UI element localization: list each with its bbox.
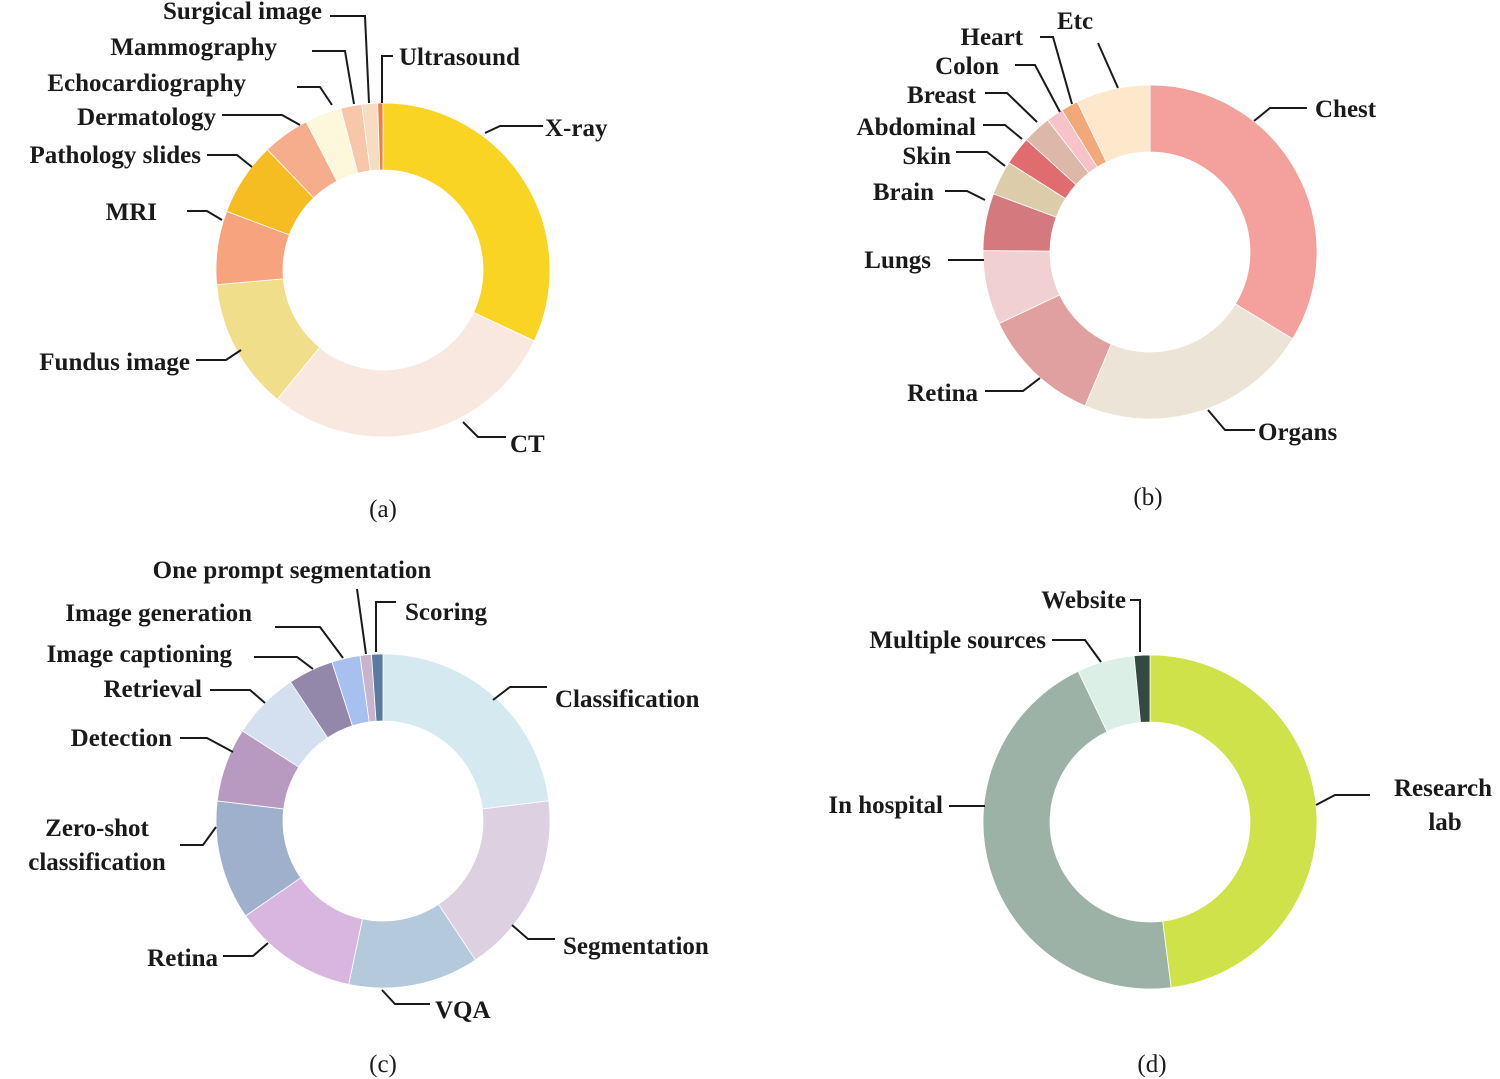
slice-label-etc: Etc [1057,8,1093,35]
slice-scoring [371,653,384,722]
leader-line-echocardiography [297,86,333,106]
leader-line-mri [187,210,223,221]
donut-chart-c: Classification Segmentation VQA Retina Zero-… [28,557,709,1078]
slice-organs [1084,303,1294,420]
leader-line-image-captioning [254,656,314,670]
leader-line-image-generation [275,626,344,659]
leader-line-x-ray [484,125,543,134]
leader-line-scoring [375,601,396,652]
slice-label-mammography: Mammography [110,34,277,61]
slice-label-in-hospital: In hospital [828,792,943,819]
slice-label-ultrasound: Ultrasound [399,44,520,71]
panel-caption: (d) [1137,1051,1166,1078]
slice-label-lungs: Lungs [864,247,931,274]
leader-line-dermatology [222,114,301,126]
slice-chest [1149,84,1318,340]
slice-label-detection: Detection [71,725,172,752]
panel-caption: (b) [1133,484,1162,511]
slice-label-classification: Classification [555,686,700,713]
slice-label-zero-shot-classification: Zero-shot classification [28,815,166,876]
slice-label-colon: Colon [935,53,999,80]
slice-etc [1076,84,1151,163]
slice-label-chest: Chest [1315,96,1377,123]
donut-chart-d: Research lab In hospital Multiple sources We… [828,587,1492,1078]
panel-caption: (c) [369,1051,397,1078]
slice-label-skin: Skin [902,143,951,170]
leader-line-chest [1253,107,1307,122]
slice-in-hospital [982,670,1172,990]
leader-line-breast [985,92,1038,123]
leader-line-detection [180,737,234,753]
leader-line-mammography [312,50,355,105]
slice-label-mri: MRI [106,199,157,226]
leader-line-abdominal [983,124,1023,140]
slice-label-organs: Organs [1258,419,1337,446]
slice-ct [276,311,535,438]
leader-line-surgical-image [330,15,370,104]
slice-research-lab [1149,654,1318,989]
leader-line-brain [945,190,986,201]
slice-label-multiple-sources: Multiple sources [869,627,1046,654]
slice-label-vqa: VQA [435,997,491,1024]
slice-label-website: Website [1041,587,1126,614]
leader-line-ct [462,421,506,438]
slice-label-breast: Breast [907,82,977,109]
slice-label-fundus-image: Fundus image [39,349,190,376]
slice-ultrasound [377,102,384,171]
leader-line-ultrasound [381,55,393,103]
slice-label-dermatology: Dermatology [77,104,216,131]
leader-line-organs [1207,409,1255,431]
slice-label-research-lab: Research lab [1394,775,1492,836]
slice-label-brain: Brain [873,179,934,206]
slice-label-image-generation: Image generation [65,600,252,627]
slice-website [1133,654,1151,723]
slice-label-image-captioning: Image captioning [47,641,233,668]
slice-classification [382,653,550,810]
slice-label-x-ray: X-ray [545,115,608,142]
leader-line-etc [1097,42,1119,89]
leader-line-skin [956,151,1006,167]
slice-label-retina: Retina [907,380,978,407]
leader-line-colon [1015,64,1061,113]
slice-label-abdominal: Abdominal [857,114,977,141]
leader-line-zero-shot-classification [180,826,217,846]
donut-chart-a: X-ray CT Fundus image MRI Pathology slides De… [29,0,608,523]
leader-line-retina [985,377,1041,392]
slice-label-segmentation: Segmentation [563,933,709,960]
slice-label-surgical-image: Surgical image [163,0,322,25]
slice-label-one-prompt-segmentation: One prompt segmentation [153,557,432,584]
leader-line-classification [492,686,547,701]
leader-line-website [1130,599,1141,652]
slice-label-retina: Retina [147,945,218,972]
leader-line-one-prompt-segmentation [356,588,367,655]
leader-line-research-lab [1315,794,1370,806]
slice-label-ct: CT [510,431,545,458]
leader-line-fundus-image [196,349,242,361]
slice-label-scoring: Scoring [405,599,487,626]
leader-line-heart [1040,36,1073,105]
slice-label-heart: Heart [961,24,1024,51]
slice-label-retrieval: Retrieval [103,676,202,703]
slice-x-ray [382,102,551,342]
leader-line-pathology-slides [207,154,253,168]
leader-line-retina [223,942,269,957]
leader-line-vqa [381,989,430,1005]
slice-label-pathology-slides: Pathology slides [29,142,201,169]
slice-label-echocardiography: Echocardiography [47,70,246,97]
leader-line-segmentation [511,924,555,940]
leader-line-multiple-sources [1052,639,1102,663]
panel-caption: (a) [369,496,397,523]
donut-chart-b: Chest Organs Retina Lungs Brain SkinAbdominal… [857,8,1377,511]
leader-line-retrieval [210,689,266,704]
